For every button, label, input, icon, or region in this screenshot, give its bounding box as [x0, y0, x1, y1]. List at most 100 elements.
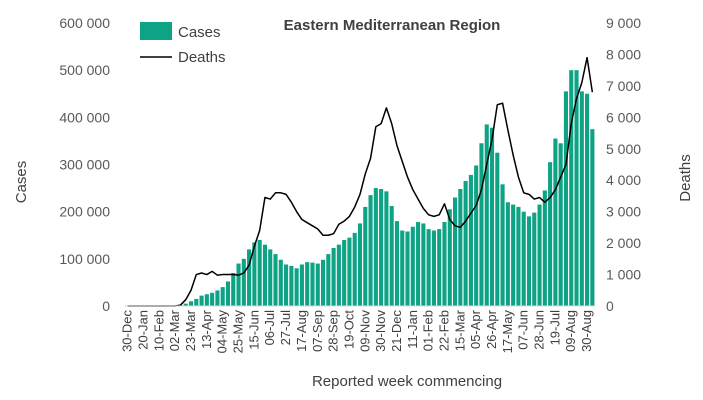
cases-bar [310, 262, 315, 306]
cases-bar [268, 249, 273, 306]
y-tick-label: 0 [102, 298, 110, 314]
cases-bar [537, 204, 542, 306]
cases-bar [241, 258, 246, 306]
x-tick-label: 09-Nov [357, 310, 372, 352]
cases-bar [199, 295, 204, 306]
cases-bar [278, 259, 283, 306]
y2-tick-label: 8 000 [606, 46, 641, 62]
cases-bar [569, 70, 574, 306]
x-tick-label: 05-Apr [468, 309, 483, 349]
cases-bar [188, 301, 194, 306]
y-tick-label: 100 000 [59, 251, 110, 267]
cases-bar [405, 231, 410, 306]
cases-bar [183, 303, 188, 306]
cases-bar [542, 190, 547, 306]
cases-bar [336, 244, 341, 306]
x-tick-label: 15-Mar [452, 309, 467, 351]
cases-bar [500, 184, 505, 306]
cases-bar [357, 223, 363, 306]
legend-cases-swatch [140, 22, 172, 40]
x-tick-label: 30-Nov [373, 310, 388, 352]
cases-bar [511, 204, 516, 306]
y2-tick-label: 7 000 [606, 78, 641, 94]
y-tick-label: 400 000 [59, 109, 110, 125]
cases-bar [220, 287, 225, 306]
x-tick-label: 21-Dec [389, 310, 404, 352]
y2-tick-label: 2 000 [606, 235, 641, 251]
cases-bar [273, 254, 278, 306]
y2-tick-label: 5 000 [606, 141, 641, 157]
x-tick-label: 01-Feb [421, 310, 436, 351]
cases-bar [468, 174, 473, 306]
x-axis-title: Reported week commencing [312, 373, 502, 390]
y-tick-label: 500 000 [59, 62, 110, 78]
deaths-line-layer [127, 56, 594, 307]
cases-bar [379, 189, 384, 306]
cases-bar [590, 129, 595, 307]
x-tick-label: 19-Oct [341, 310, 356, 349]
cases-bar [215, 290, 220, 306]
cases-bar [294, 268, 299, 306]
cases-bars [178, 70, 595, 307]
cases-bar [442, 222, 447, 306]
cases-bar [579, 91, 584, 306]
x-tick-label: 19-Jul [547, 310, 562, 346]
axes: 0 100 000 200 000 300 000 400 000 500 000 600 … [59, 15, 641, 353]
x-tick-label: 02-Mar [167, 309, 182, 351]
cases-bar [368, 195, 373, 306]
x-tick-label: 23-Mar [183, 309, 198, 351]
x-tick-label: 28-Jun [532, 310, 547, 350]
cases-bar [426, 229, 431, 306]
cases-bar [416, 222, 421, 306]
y2-tick-label: 1 000 [606, 267, 641, 283]
x-tick-label: 28-Sep [326, 310, 341, 352]
x-tick-label: 25-May [231, 310, 246, 354]
cases-bar [553, 138, 558, 306]
cases-bar [516, 206, 521, 306]
cases-bar [394, 221, 400, 306]
x-tick-label: 20-Jan [135, 310, 150, 350]
cases-bar [363, 206, 368, 306]
deaths-line [127, 56, 594, 307]
cases-bar [384, 191, 389, 306]
x-tick-label: 22-Feb [436, 310, 451, 351]
cases-bar [421, 223, 426, 306]
cases-bar [194, 298, 199, 306]
x-tick-label: 10-Feb [151, 310, 166, 351]
x-tick-label: 15-Jun [246, 310, 261, 350]
cases-bar [489, 127, 495, 307]
cases-bar [210, 292, 215, 306]
cases-bar [474, 165, 479, 306]
cases-bar [479, 143, 484, 306]
cases-bar [342, 239, 347, 306]
cases-bar [458, 189, 463, 306]
cases-bar [331, 247, 336, 306]
cases-bar [315, 263, 320, 306]
cases-bar [326, 254, 331, 306]
cases-bar [574, 70, 579, 306]
chart-title: Eastern Mediterranean Region [284, 17, 501, 34]
cases-bar [236, 263, 241, 306]
y2-axis-title: Deaths [677, 154, 694, 202]
x-tick-label: 07-Sep [310, 310, 325, 352]
cases-bar [320, 259, 326, 306]
y-tick-label: 300 000 [59, 157, 110, 173]
x-tick-label: 09-Aug [563, 310, 578, 352]
cases-bar [257, 239, 262, 306]
x-tick-label: 30-Aug [579, 310, 594, 352]
cases-bar [431, 230, 436, 306]
cases-bar [484, 124, 489, 306]
x-tick-label: 04-May [215, 310, 230, 354]
x-tick-label: 26-Apr [484, 309, 499, 349]
cases-bar [453, 197, 458, 306]
cases-bar [495, 152, 500, 306]
cases-bar [437, 229, 442, 306]
cases-bar [463, 181, 468, 306]
x-tick-label: 13-Apr [199, 309, 214, 349]
y2-tick-label: 6 000 [606, 109, 641, 125]
y2-tick-label: 9 000 [606, 15, 641, 31]
x-tick-label: 11-Jan [405, 310, 420, 349]
cases-bar [447, 209, 452, 306]
